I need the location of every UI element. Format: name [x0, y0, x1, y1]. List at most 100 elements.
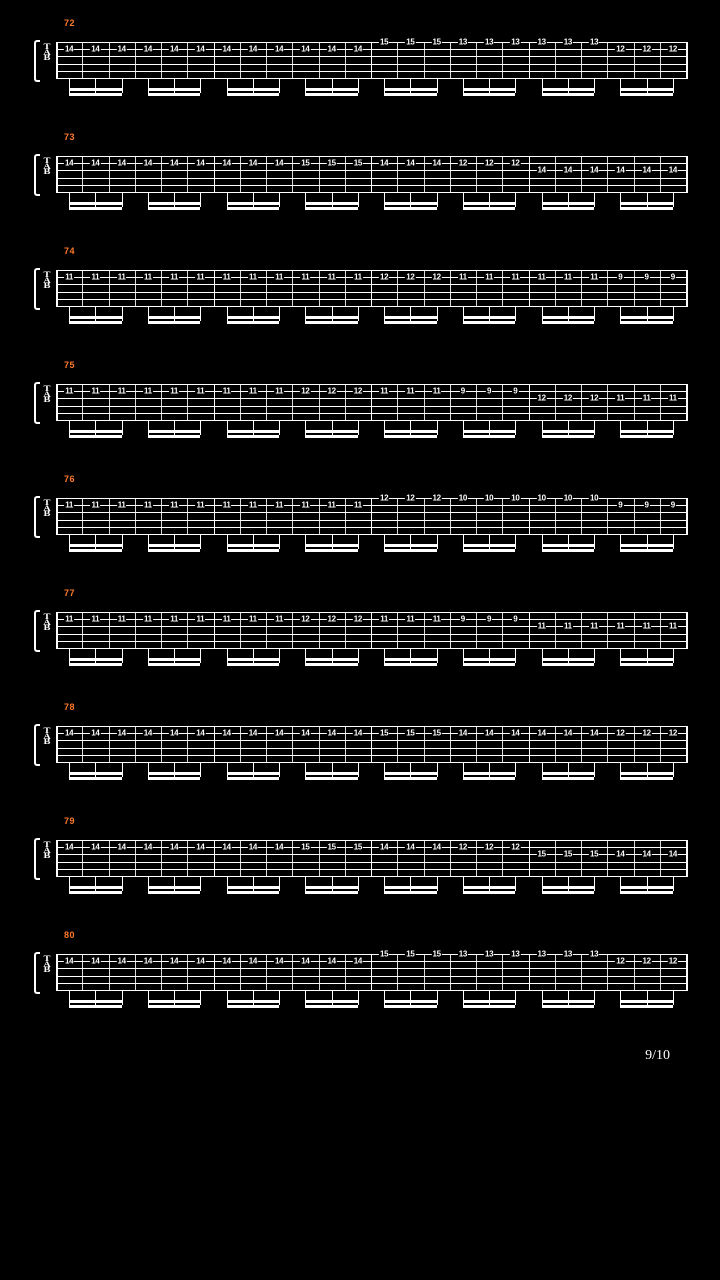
note-stem [410, 877, 411, 891]
note-stem [174, 649, 175, 663]
note-stem [620, 877, 621, 891]
note-stem [489, 877, 490, 891]
beam [384, 93, 437, 96]
beat-line [240, 270, 241, 307]
beat-line [240, 726, 241, 763]
note-stem [148, 307, 149, 321]
tab-system: 74TAB11111111111111111111111112121211111… [32, 258, 688, 338]
note-stem [227, 307, 228, 321]
beat-line [240, 612, 241, 649]
beam [69, 435, 122, 438]
fret-number: 11 [327, 273, 337, 282]
fret-number: 12 [668, 957, 678, 966]
system-bracket [34, 496, 40, 538]
beam [620, 544, 673, 547]
beam [463, 544, 516, 547]
beat-line [82, 270, 83, 307]
beam [227, 93, 280, 96]
fret-number: 14 [195, 159, 205, 168]
beam [305, 430, 358, 433]
fret-number: 14 [431, 159, 441, 168]
note-stem [332, 535, 333, 549]
beat-line [450, 270, 451, 307]
fret-number: 14 [379, 843, 389, 852]
beat-line [424, 384, 425, 421]
beat-line [476, 840, 477, 877]
beat-line [450, 612, 451, 649]
note-stem [95, 991, 96, 1005]
beam [227, 430, 280, 433]
fret-number: 12 [615, 729, 625, 738]
note-stem [358, 991, 359, 1005]
note-stem [410, 763, 411, 777]
note-stem [200, 535, 201, 549]
beat-line [634, 156, 635, 193]
beat-line [161, 954, 162, 991]
fret-number: 12 [458, 843, 468, 852]
fret-number: 12 [431, 494, 441, 503]
beat-line [424, 840, 425, 877]
fret-number: 11 [405, 615, 415, 624]
beat-line [660, 42, 661, 79]
note-stem [358, 79, 359, 93]
beam [620, 435, 673, 438]
beam [69, 207, 122, 210]
beat-line [240, 156, 241, 193]
note-stem [489, 535, 490, 549]
fret-number: 12 [589, 394, 599, 403]
note-stem [148, 877, 149, 891]
beam [384, 886, 437, 889]
tab-system: 79TAB14141414141414141415151514141412121… [32, 828, 688, 908]
beat-line [345, 42, 346, 79]
beat-line [135, 840, 136, 877]
note-stem [437, 991, 438, 1005]
note-stem [673, 307, 674, 321]
fret-number: 14 [510, 729, 520, 738]
note-stem [568, 535, 569, 549]
fret-number: 14 [484, 729, 494, 738]
beam [69, 202, 122, 205]
beat-line [476, 42, 477, 79]
note-stem [332, 421, 333, 435]
note-stem [305, 763, 306, 777]
beat-line [450, 42, 451, 79]
beat-line [607, 612, 608, 649]
note-stem [69, 193, 70, 207]
fret-number: 11 [222, 501, 232, 510]
fret-number: 9 [460, 387, 466, 396]
note-stem [437, 763, 438, 777]
beat-line [660, 384, 661, 421]
fret-number: 11 [117, 387, 127, 396]
note-stem [279, 307, 280, 321]
note-stem [463, 307, 464, 321]
note-stem [620, 193, 621, 207]
note-stem [332, 763, 333, 777]
fret-number: 11 [248, 615, 258, 624]
fret-number: 12 [300, 615, 310, 624]
note-stem [515, 877, 516, 891]
note-stem [620, 763, 621, 777]
beam [463, 663, 516, 666]
fret-number: 14 [248, 159, 258, 168]
beat-line [266, 954, 267, 991]
beam [384, 1000, 437, 1003]
fret-number: 14 [116, 729, 126, 738]
fret-number: 15 [405, 950, 415, 959]
note-stem [647, 649, 648, 663]
fret-number: 12 [431, 273, 441, 282]
note-stem [463, 79, 464, 93]
fret-number: 11 [353, 273, 363, 282]
beat-line [161, 270, 162, 307]
note-stem [463, 877, 464, 891]
note-stem [620, 649, 621, 663]
note-stem [358, 535, 359, 549]
beam [227, 544, 280, 547]
note-stem [332, 307, 333, 321]
fret-number: 14 [195, 729, 205, 738]
beat-line [581, 840, 582, 877]
beam [384, 207, 437, 210]
fret-number: 14 [641, 166, 651, 175]
note-stem [253, 421, 254, 435]
beat-line [607, 954, 608, 991]
beat-line [555, 840, 556, 877]
